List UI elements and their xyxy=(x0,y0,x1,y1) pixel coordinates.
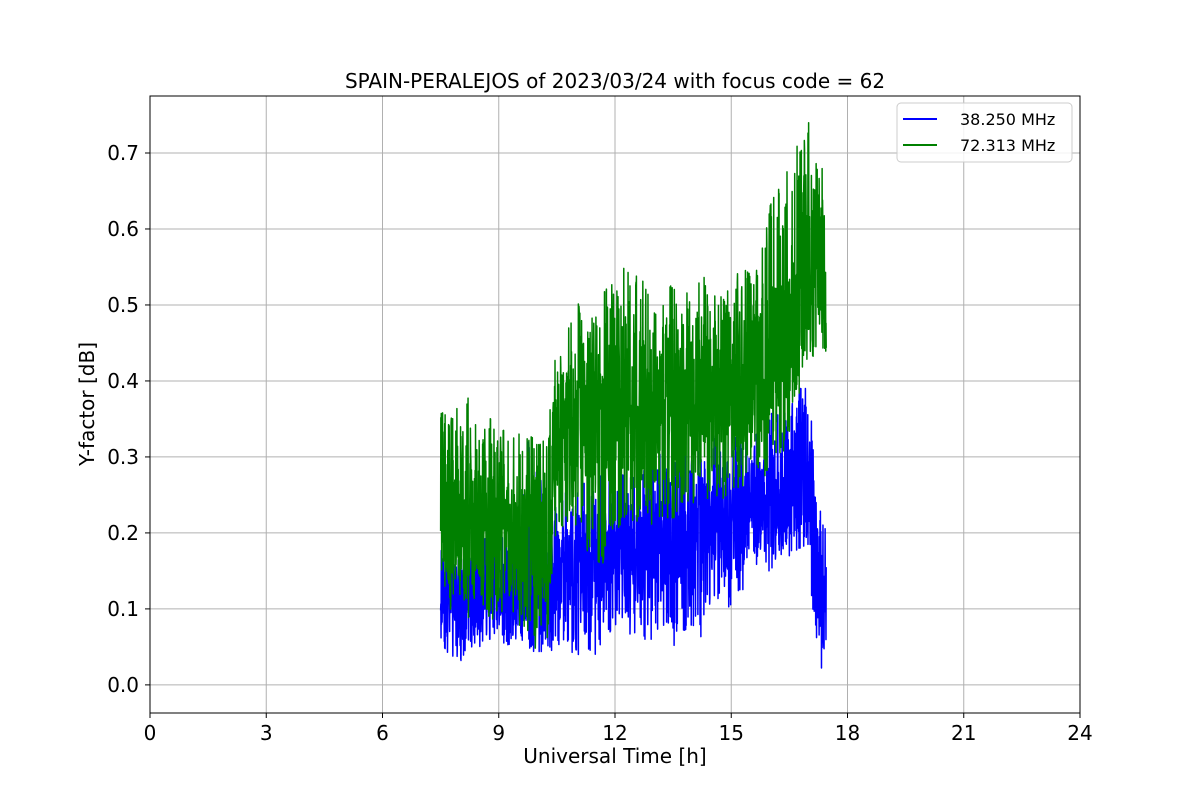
y-tick-label: 0.7 xyxy=(107,141,139,165)
x-tick-label: 0 xyxy=(144,721,157,745)
x-tick-label: 21 xyxy=(951,721,976,745)
axis-ticks: 0 3 6 9 12 15 18 21 24 0.0 0.1 0.2 0.3 0.4 0.5 0.6 0.7 xyxy=(107,141,1093,745)
y-tick-label: 0.6 xyxy=(107,217,139,241)
x-axis-label: Universal Time [h] xyxy=(523,744,706,768)
y-tick-label: 0.2 xyxy=(107,521,139,545)
chart-title: SPAIN-PERALEJOS of 2023/03/24 with focus… xyxy=(345,69,885,93)
legend-label-1: 38.250 MHz xyxy=(960,110,1055,129)
y-tick-label: 0.5 xyxy=(107,293,139,317)
x-tick-label: 12 xyxy=(602,721,627,745)
x-tick-label: 15 xyxy=(719,721,744,745)
series-line-2 xyxy=(439,122,827,649)
y-tick-label: 0.0 xyxy=(107,673,139,697)
legend-box xyxy=(896,102,1073,163)
legend-label-2: 72.313 MHz xyxy=(960,136,1055,155)
y-tick-label: 0.4 xyxy=(107,369,139,393)
x-tick-label: 24 xyxy=(1067,721,1092,745)
y-tick-label: 0.1 xyxy=(107,597,139,621)
legend: 38.250 MHz 72.313 MHz xyxy=(896,102,1073,163)
x-tick-label: 18 xyxy=(835,721,860,745)
y-axis-label: Y-factor [dB] xyxy=(75,342,99,467)
series-layer xyxy=(439,122,827,669)
x-tick-label: 9 xyxy=(492,721,505,745)
x-tick-label: 6 xyxy=(376,721,389,745)
y-tick-label: 0.3 xyxy=(107,445,139,469)
x-tick-label: 3 xyxy=(260,721,273,745)
